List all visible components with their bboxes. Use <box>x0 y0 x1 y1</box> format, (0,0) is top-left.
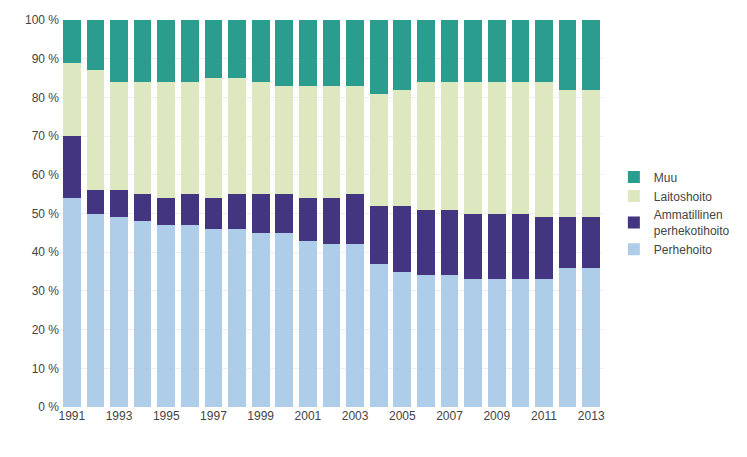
svg-text:90 %: 90 % <box>32 52 60 66</box>
svg-text:1999: 1999 <box>247 409 274 423</box>
svg-text:2011: 2011 <box>531 409 557 423</box>
svg-text:10 %: 10 % <box>32 362 60 376</box>
svg-text:1997: 1997 <box>200 409 227 423</box>
svg-text:1993: 1993 <box>106 409 133 423</box>
svg-text:0 %: 0 % <box>38 400 59 414</box>
svg-text:2009: 2009 <box>483 409 510 423</box>
svg-text:2003: 2003 <box>342 409 369 423</box>
svg-text:Muu: Muu <box>654 171 677 185</box>
svg-text:2007: 2007 <box>436 409 463 423</box>
svg-text:60 %: 60 % <box>32 168 60 182</box>
svg-text:1991: 1991 <box>58 409 85 423</box>
svg-text:40 %: 40 % <box>32 245 60 259</box>
svg-text:80 %: 80 % <box>32 91 60 105</box>
svg-text:Ammatillinenperhekotihoito: Ammatillinenperhekotihoito <box>654 208 730 238</box>
svg-text:20 %: 20 % <box>32 323 60 337</box>
svg-text:100 %: 100 % <box>25 13 59 27</box>
svg-text:50 %: 50 % <box>32 207 60 221</box>
svg-text:70 %: 70 % <box>32 129 60 143</box>
svg-text:30 %: 30 % <box>32 284 60 298</box>
svg-text:Laitoshoito: Laitoshoito <box>654 190 712 204</box>
svg-text:1995: 1995 <box>153 409 180 423</box>
svg-text:2005: 2005 <box>389 409 416 423</box>
svg-text:2013: 2013 <box>578 409 605 423</box>
svg-text:Perhehoito: Perhehoito <box>654 243 712 257</box>
svg-text:2001: 2001 <box>295 409 322 423</box>
